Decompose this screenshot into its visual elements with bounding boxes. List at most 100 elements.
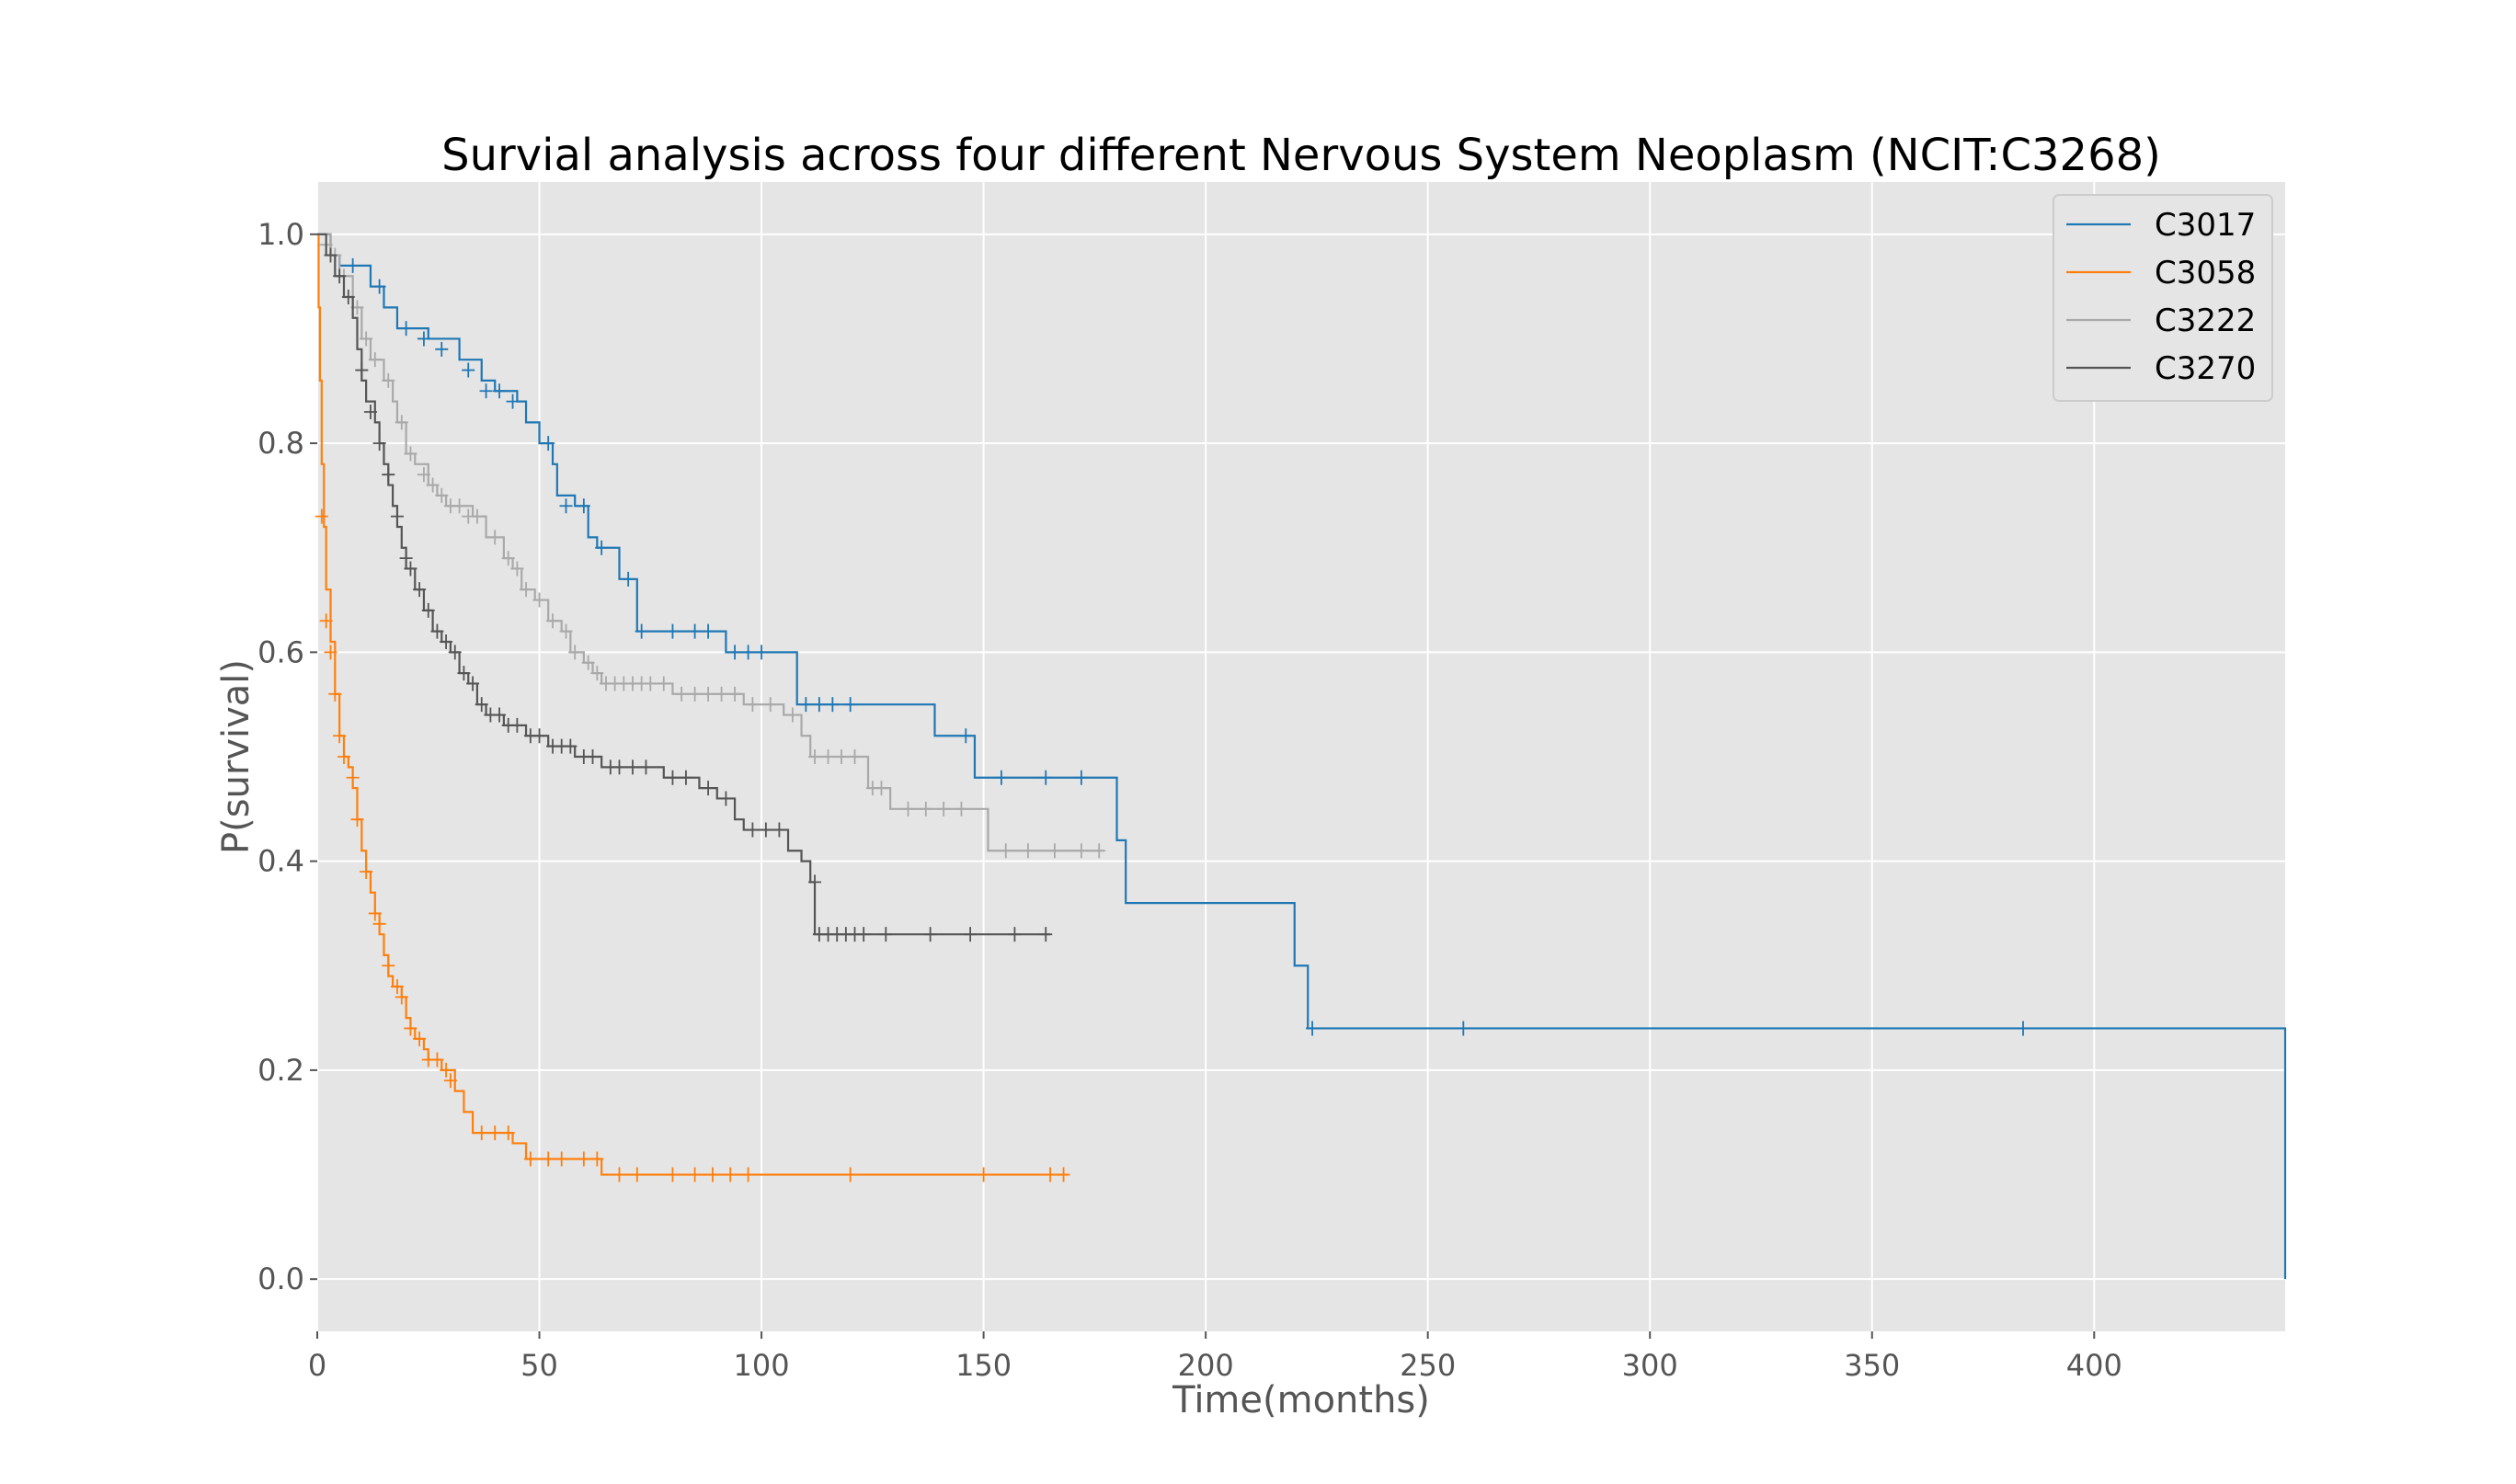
censor-mark <box>355 362 369 378</box>
censor-mark <box>612 759 626 775</box>
censor-mark <box>581 655 595 670</box>
censor-mark <box>382 372 395 388</box>
legend-label: C3222 <box>2155 303 2256 339</box>
censor-mark <box>368 906 382 921</box>
x-tick-label: 100 <box>734 1348 790 1383</box>
censor-mark <box>399 321 413 337</box>
censor-mark <box>577 1151 590 1167</box>
censor-mark <box>1039 770 1053 785</box>
censor-mark <box>363 405 377 419</box>
censor-mark <box>390 979 404 994</box>
censor-mark <box>657 676 670 691</box>
censor-mark <box>1074 843 1088 859</box>
y-tick-label: 0.4 <box>257 844 304 879</box>
censor-mark <box>590 666 604 681</box>
censor-mark <box>1057 1167 1070 1182</box>
censor-mark <box>413 582 427 598</box>
censor-mark <box>1039 927 1053 942</box>
censor-mark <box>390 508 404 524</box>
censor-mark <box>959 728 973 744</box>
censor-mark <box>964 927 978 942</box>
censor-mark <box>808 874 822 890</box>
censor-mark <box>324 247 337 263</box>
censor-mark <box>746 822 760 838</box>
series-layer <box>314 233 2287 1280</box>
censor-mark <box>799 697 813 713</box>
censor-mark <box>1021 843 1035 859</box>
censor-mark <box>493 707 507 723</box>
censor-mark <box>821 749 835 764</box>
series-c3222 <box>317 233 1106 859</box>
censor-mark <box>675 686 689 702</box>
censor-mark <box>523 1151 537 1167</box>
censor-mark <box>559 498 573 514</box>
censor-mark <box>501 551 515 566</box>
y-axis: 0.0 0.2 0.4 0.6 0.8 1.0 <box>257 217 317 1296</box>
censor-mark <box>835 749 849 764</box>
censor-mark <box>350 812 364 828</box>
censor-mark <box>901 801 915 816</box>
censor-mark <box>843 1167 857 1182</box>
censor-mark <box>728 686 742 702</box>
censor-mark <box>443 1073 457 1089</box>
censor-mark <box>417 467 430 483</box>
x-tick-label: 50 <box>520 1348 558 1383</box>
censor-mark <box>333 728 347 744</box>
censor-mark <box>595 540 609 555</box>
y-tick-label: 0.8 <box>257 426 304 461</box>
censor-mark <box>346 770 360 785</box>
censor-mark <box>644 676 658 691</box>
censor-mark <box>715 686 728 702</box>
censor-mark <box>319 613 333 629</box>
x-tick-label: 400 <box>2066 1348 2122 1383</box>
x-tick-label: 150 <box>955 1348 1012 1383</box>
censor-mark <box>333 268 347 284</box>
censor-mark <box>546 613 560 629</box>
censor-mark <box>564 738 578 754</box>
censor-mark <box>955 801 968 816</box>
censor-mark <box>532 592 546 608</box>
plot-area <box>317 182 2285 1331</box>
censor-mark <box>1306 1021 1320 1036</box>
censor-mark <box>879 927 893 942</box>
series-c3270 <box>317 233 1053 942</box>
censor-mark <box>413 1031 427 1046</box>
censor-mark <box>479 383 493 399</box>
censor-mark <box>430 623 444 639</box>
legend-box <box>2053 194 2273 402</box>
censor-mark <box>1044 1167 1058 1182</box>
censor-mark <box>404 561 417 576</box>
chart-title: Survial analysis across four different N… <box>441 130 2161 181</box>
censor-mark <box>857 927 871 942</box>
censor-mark <box>826 697 840 713</box>
grid-lines <box>316 182 2285 1331</box>
censor-mark <box>475 1125 488 1141</box>
censor-mark <box>466 676 480 691</box>
censor-mark <box>404 446 417 462</box>
censor-mark <box>555 1151 568 1167</box>
censor-mark <box>506 394 520 409</box>
censor-mark <box>382 467 395 483</box>
censor-mark <box>622 571 635 587</box>
censor-mark <box>542 1151 555 1167</box>
censor-mark <box>360 864 373 879</box>
censor-mark <box>666 623 680 639</box>
censor-mark <box>493 383 507 399</box>
censor-mark <box>395 989 408 1005</box>
censor-mark <box>542 436 555 451</box>
censor-mark <box>590 1151 604 1167</box>
censor-mark <box>510 561 524 576</box>
censor-mark <box>488 1125 502 1141</box>
censor-mark <box>452 498 466 514</box>
legend-label: C3270 <box>2155 350 2256 387</box>
censor-mark <box>2016 1021 2030 1036</box>
censor-mark <box>328 686 342 702</box>
y-axis-label: P(survival) <box>215 659 257 854</box>
censor-mark <box>812 697 826 713</box>
censor-mark <box>679 770 692 785</box>
censor-mark <box>440 634 453 649</box>
censor-mark <box>724 1167 738 1182</box>
censor-mark <box>763 697 777 713</box>
y-tick-label: 0.6 <box>257 634 304 669</box>
censor-mark <box>666 770 680 785</box>
